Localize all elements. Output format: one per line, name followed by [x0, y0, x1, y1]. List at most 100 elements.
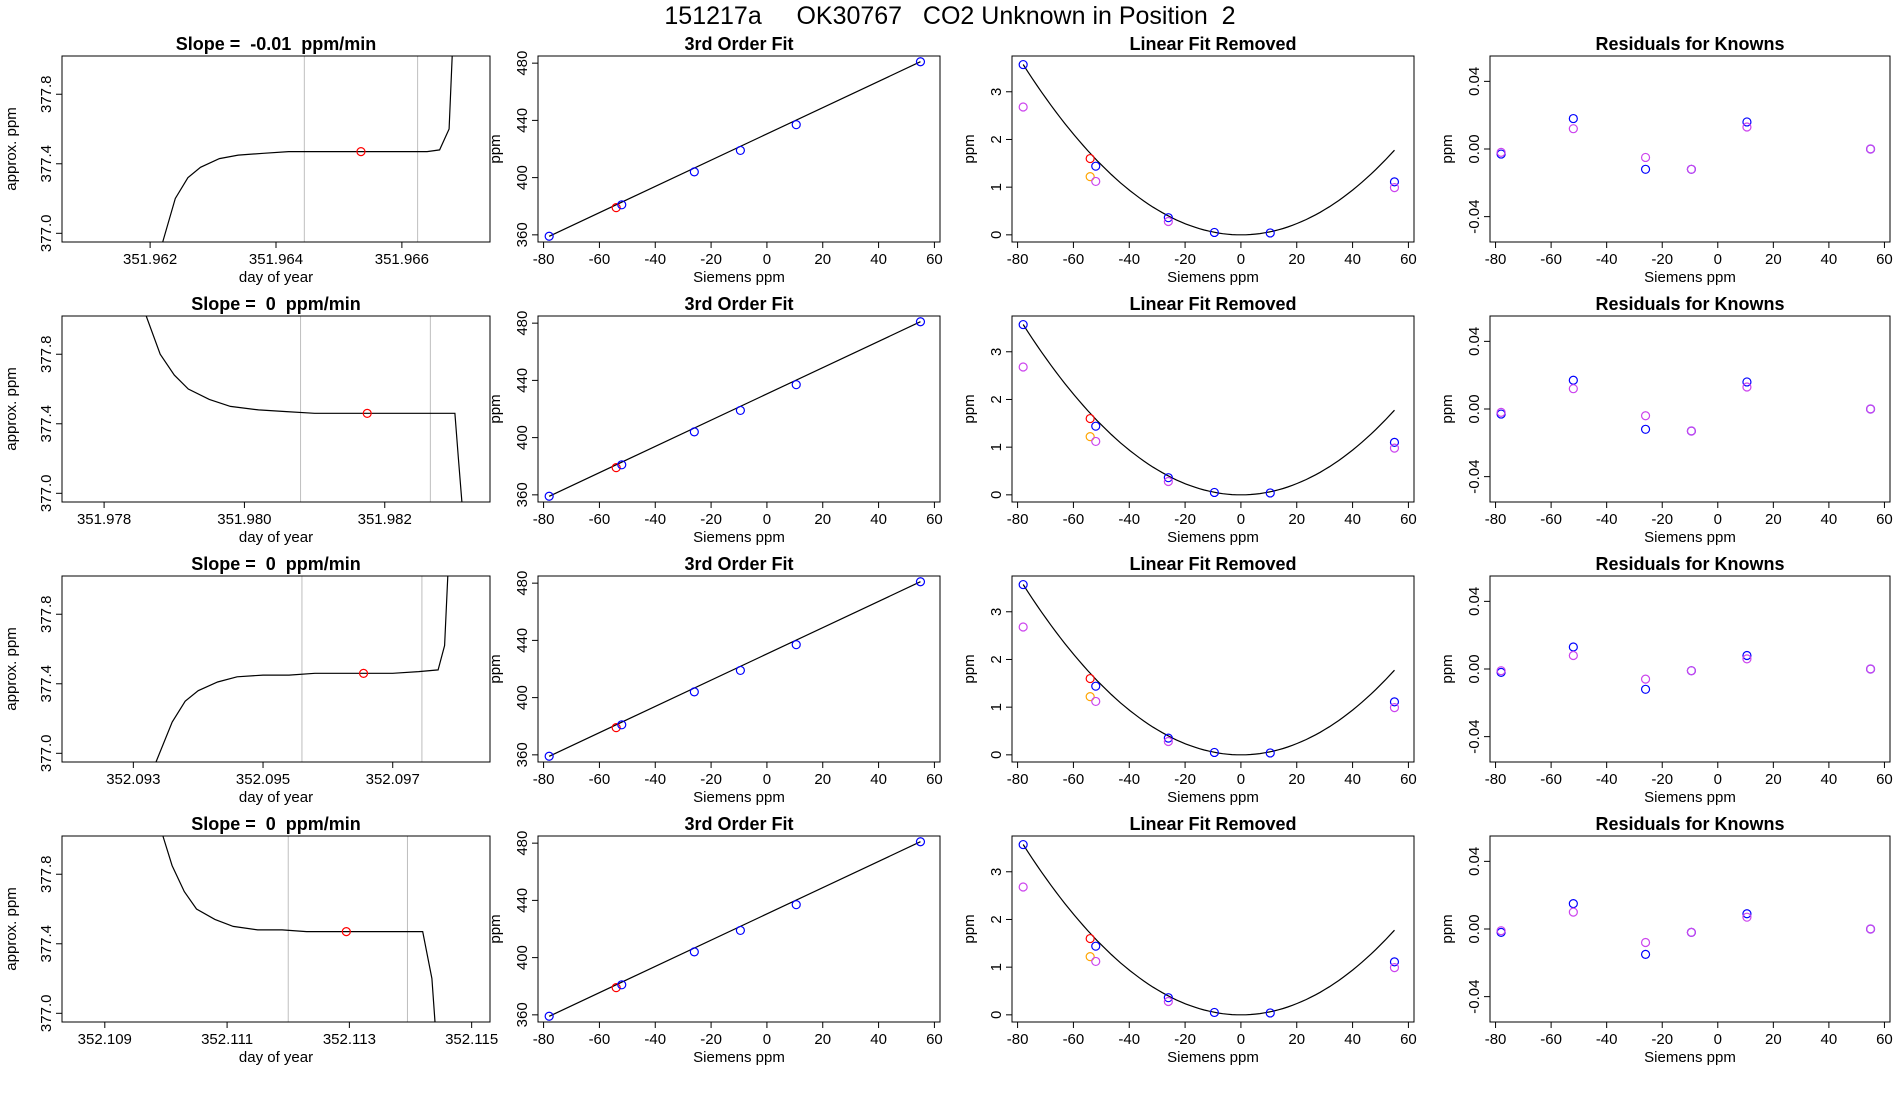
data-point	[1085, 153, 1095, 164]
x-tick-label: 352.097	[366, 771, 420, 788]
x-axis-title: Siemens ppm	[1644, 1049, 1736, 1066]
plot-frame	[537, 835, 941, 1023]
plot-area	[1496, 113, 1876, 174]
x-tick-label: 40	[1344, 1031, 1361, 1048]
data-point	[1163, 996, 1173, 1007]
y-axis-title: ppm	[961, 134, 978, 163]
y-tick-label: -0.04	[1466, 980, 1483, 1014]
x-tick-label: -40	[1118, 1031, 1140, 1048]
x-tick-label: 20	[814, 771, 831, 788]
y-tick-label: 1	[988, 183, 1005, 191]
x-axis-title: Siemens ppm	[1644, 529, 1736, 546]
x-tick-label: 351.982	[358, 511, 412, 528]
plot-area	[1018, 319, 1400, 498]
data-point	[1163, 993, 1173, 1003]
x-tick-label: -80	[533, 251, 555, 268]
data-point	[1640, 684, 1651, 694]
x-tick-label: 0	[1237, 511, 1245, 528]
x-tick-label: 40	[870, 511, 887, 528]
x-tick-label: 0	[1714, 1031, 1722, 1048]
x-tick-label: -60	[589, 251, 611, 268]
data-point	[735, 925, 745, 936]
y-tick-label: 0.00	[1466, 134, 1483, 163]
data-point	[617, 980, 627, 990]
x-tick-label: 60	[1876, 251, 1893, 268]
plot-frame	[1011, 835, 1415, 1023]
data-point	[915, 837, 926, 847]
data-point	[1496, 666, 1506, 676]
x-tick-label: 0	[1714, 251, 1722, 268]
y-tick-label: 0	[988, 751, 1005, 759]
x-tick-label: 60	[926, 511, 943, 528]
plot-frame	[61, 575, 491, 763]
y-tick-label: 0.04	[1466, 847, 1483, 876]
data-point	[1640, 424, 1651, 434]
chart-svg: -80 -60 -40 -20 0 20 40 60 Siemens ppm -0.04 0.00 0…	[1439, 835, 1893, 1066]
y-tick-label: 0.04	[1466, 327, 1483, 356]
x-tick-label: 352.095	[236, 771, 290, 788]
mean-marker	[341, 927, 351, 937]
data-point	[1865, 924, 1876, 934]
y-tick-label: 1	[988, 443, 1005, 451]
y-tick-label: 440	[514, 628, 531, 653]
data-point	[1686, 927, 1696, 937]
x-tick-label: -40	[644, 771, 666, 788]
x-tick-label: 0	[1714, 771, 1722, 788]
x-axis-title: Siemens ppm	[693, 789, 785, 806]
data-point	[1865, 404, 1876, 414]
data-point	[1389, 443, 1400, 453]
y-axis-title: ppm	[487, 914, 504, 943]
chart-svg: -80 -60 -40 -20 0 20 40 60 Siemens ppm 360 400 440 4…	[487, 311, 943, 546]
data-point	[1163, 216, 1173, 227]
x-tick-label: -40	[644, 251, 666, 268]
y-axis-title: approx. ppm	[3, 367, 20, 450]
x-tick-label: -80	[1007, 1031, 1029, 1048]
x-tick-label: 20	[1288, 1031, 1305, 1048]
data-point	[1389, 697, 1400, 707]
x-tick-label: 20	[1765, 1031, 1782, 1048]
y-tick-label: 0	[988, 491, 1005, 499]
data-point	[544, 1011, 554, 1021]
y-tick-label: 377.8	[38, 595, 55, 633]
y-tick-label: 0.04	[1466, 67, 1483, 96]
plot-frame	[1011, 315, 1415, 503]
x-tick-label: 40	[870, 251, 887, 268]
y-axis-title: ppm	[1439, 134, 1456, 163]
y-axis-title: ppm	[1439, 914, 1456, 943]
y-tick-label: 3	[988, 608, 1005, 616]
y-tick-label: 360	[514, 1002, 531, 1027]
plot-frame	[1489, 575, 1891, 763]
chart-panel: Slope = 0 ppm/min 352.109 352.111 352.113 35…	[3, 814, 498, 1072]
plot-area	[1496, 375, 1876, 436]
y-tick-label: 377.8	[38, 75, 55, 113]
data-point	[1091, 161, 1101, 171]
x-tick-label: 40	[1344, 511, 1361, 528]
x-tick-label: 40	[1821, 251, 1838, 268]
chart-svg: 352.109 352.111 352.113 352.115 day of year 3…	[3, 835, 498, 1066]
chart-panel: Linear Fit Removed -80 -60 -40 -20 0 20 40 60 Sie…	[961, 34, 1417, 292]
y-tick-label: 377.8	[38, 855, 55, 893]
page-title: 151217a OK30767 CO2 Unknown in Position …	[664, 2, 1236, 30]
y-tick-label: 2	[988, 915, 1005, 923]
x-tick-label: 60	[926, 1031, 943, 1048]
x-axis-title: Siemens ppm	[693, 1049, 785, 1066]
x-tick-label: -80	[1007, 251, 1029, 268]
data-point	[1389, 183, 1400, 193]
data-point	[1163, 476, 1173, 487]
data-point	[1018, 362, 1028, 372]
chart-svg: 351.962 351.964 351.966 day of year 377.0 377…	[3, 55, 491, 286]
data-point	[1091, 176, 1101, 187]
x-tick-label: -20	[700, 511, 722, 528]
chart-panel: Linear Fit Removed -80 -60 -40 -20 0 20 40 60 Sie…	[961, 294, 1417, 552]
x-tick-label: -80	[533, 511, 555, 528]
plot-area	[1018, 59, 1400, 238]
x-tick-label: -20	[1651, 251, 1673, 268]
mean-marker	[358, 668, 369, 678]
y-axis-title: ppm	[1439, 654, 1456, 683]
plot-area	[145, 316, 463, 502]
y-tick-label: 440	[514, 108, 531, 133]
data-point	[1085, 952, 1095, 962]
x-tick-label: -40	[1118, 511, 1140, 528]
